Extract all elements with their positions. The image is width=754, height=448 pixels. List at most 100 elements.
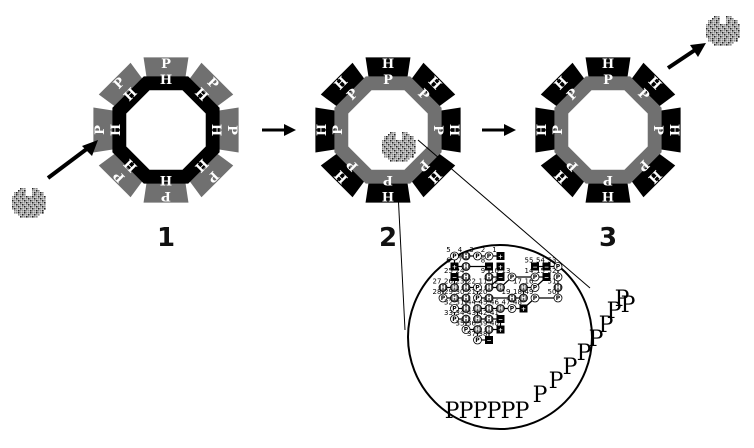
ring-inner-letter: P: [430, 125, 445, 135]
ring-subunit: [585, 57, 631, 82]
svg-text:−: −: [498, 275, 503, 282]
residue-number: 2: [481, 246, 485, 254]
solvent-letter: P: [445, 399, 460, 424]
ring-inner-letter: H: [109, 124, 124, 136]
ring-cavity: [126, 90, 206, 170]
ring-outer-letter: H: [446, 124, 461, 136]
residue-number: 25: [444, 267, 453, 275]
residue-node: P33: [444, 309, 459, 324]
residue-number: 42: [479, 309, 488, 317]
svg-text:H: H: [463, 295, 468, 302]
ring-inner-letter: H: [208, 124, 223, 136]
residue-number: 39: [479, 320, 488, 328]
step-labels: 1 2 3: [157, 223, 617, 253]
svg-text:−: −: [486, 338, 491, 345]
step-label-3: 3: [599, 223, 617, 253]
svg-text:H: H: [463, 253, 468, 260]
residue-number: 24: [456, 267, 465, 275]
proteins-layer: [12, 16, 740, 218]
ring-subunit: [315, 107, 340, 153]
ring-outer-letter: H: [382, 188, 394, 203]
residue-number: 43: [467, 309, 476, 317]
solvent-letter: P: [515, 399, 530, 424]
svg-text:H: H: [452, 285, 457, 292]
residue-node: +1: [492, 246, 505, 261]
svg-text:−: −: [544, 275, 549, 282]
ring-subunit: [628, 150, 676, 198]
svg-text:H: H: [463, 285, 468, 292]
residue-node: H20: [479, 288, 494, 303]
residue-node: H23: [456, 278, 471, 292]
residue-number: 23: [456, 278, 465, 286]
residue-node: H34: [456, 309, 471, 324]
ring-outer-letter: P: [161, 188, 171, 203]
residue-node: P47: [502, 299, 517, 313]
residue-number: 53: [548, 257, 557, 265]
ring-outer-letter: H: [535, 124, 550, 136]
residue-node: P52: [548, 267, 563, 282]
ring-inner-letter: P: [603, 172, 613, 187]
ring-cavity: [568, 90, 648, 170]
svg-text:H: H: [498, 306, 503, 313]
residue-node: H19: [502, 288, 517, 303]
svg-text:H: H: [463, 274, 468, 281]
svg-text:+: +: [521, 306, 526, 313]
residue-node: −25: [444, 267, 459, 282]
svg-text:P: P: [533, 285, 538, 292]
solvent-letter: P: [589, 327, 604, 352]
residue-number: 19: [502, 288, 511, 296]
svg-text:H: H: [486, 316, 491, 323]
ring-subunit: [186, 62, 234, 110]
residue-number: 55: [525, 257, 534, 265]
residue-number: 47: [502, 299, 511, 307]
ring-inner-letter: H: [160, 73, 172, 88]
residue-node: −38: [479, 330, 493, 345]
residue-number: 21: [467, 288, 476, 296]
residue-node: H24: [456, 267, 471, 282]
residue-node: P32: [444, 299, 459, 313]
residue-node: −15: [536, 267, 551, 282]
solvent-letter: P: [599, 313, 614, 338]
svg-text:H: H: [521, 295, 526, 302]
svg-text:P: P: [452, 306, 457, 313]
residue-number: 12: [490, 278, 499, 286]
ring-subunit: [320, 150, 368, 198]
residue-number: 18: [513, 288, 522, 296]
residue-node: H26: [444, 278, 459, 292]
ring-inner-letter: P: [331, 125, 346, 135]
residue-node: P16: [525, 278, 540, 292]
right-arrow-icon: [262, 124, 296, 136]
ring-subunit: [436, 107, 461, 153]
svg-text:P: P: [510, 306, 515, 313]
solvent-letter: P: [563, 355, 578, 380]
residue-node: H18: [513, 288, 528, 303]
residue-node: P49: [525, 288, 540, 303]
svg-text:+: +: [498, 327, 503, 334]
residue-number: 28: [433, 288, 442, 296]
svg-text:−: −: [498, 317, 503, 324]
residue-number: 51: [548, 278, 557, 286]
residue-node: H43: [467, 309, 482, 324]
residue-number: 32: [444, 299, 453, 307]
residue-number: 4: [458, 246, 463, 254]
residue-node: −41: [490, 309, 505, 324]
svg-text:H: H: [475, 316, 480, 323]
ring-inner-letter: P: [551, 125, 566, 135]
residue-number: 48: [513, 299, 522, 307]
svg-text:P: P: [475, 285, 480, 292]
ring-subunit: [628, 62, 676, 110]
residue-node: P13: [502, 267, 517, 282]
solvent-letter: P: [487, 399, 502, 424]
ring-outer-letter: H: [602, 188, 614, 203]
residue-node: P28: [433, 288, 448, 303]
svg-text:P: P: [510, 274, 515, 281]
svg-text:−: −: [452, 275, 457, 282]
ring-outer-letter: H: [602, 57, 614, 72]
residue-node: −8: [481, 257, 493, 271]
svg-text:P: P: [464, 327, 469, 334]
residue-node: H7: [458, 257, 471, 271]
